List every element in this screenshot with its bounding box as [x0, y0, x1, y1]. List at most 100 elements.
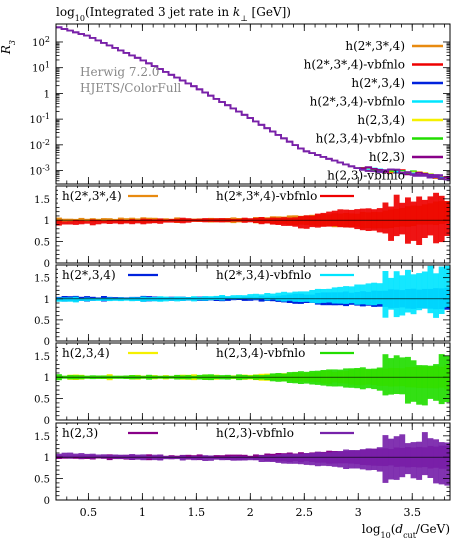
- y-tick-label: 1: [44, 216, 50, 227]
- ratio-band: [196, 456, 203, 460]
- ratio-band: [168, 456, 175, 460]
- ratio-band: [140, 296, 147, 302]
- y-tick-label: 0.5: [34, 395, 50, 406]
- ratio-band: [343, 286, 349, 304]
- ratio-band: [309, 215, 316, 228]
- ratio-band: [56, 297, 62, 302]
- x-tick-label: 2: [247, 506, 254, 519]
- y-tick-label: 1.5: [34, 195, 50, 206]
- ratio-band: [399, 202, 406, 235]
- ratio-band: [134, 297, 141, 301]
- ratio-band: [359, 449, 366, 470]
- legend-label: h(2*,3*,4)-vbfnlo: [216, 189, 317, 203]
- ratio-band: [264, 218, 271, 224]
- legend-bg: [58, 267, 168, 283]
- ratio-band: [399, 357, 406, 395]
- ratio-band: [89, 298, 96, 301]
- ratio-band: [286, 217, 293, 226]
- ratio-band: [253, 293, 259, 300]
- ratio-band: [399, 275, 406, 316]
- ratio-band: [61, 297, 68, 302]
- ratio-band: [258, 455, 265, 462]
- ratio-band: [286, 453, 293, 464]
- legend-label: h(2*,3*,4)-vbfnlo: [304, 58, 405, 72]
- legend-label: h(2*,3,4): [351, 76, 405, 90]
- y-tick-label: 0: [44, 496, 50, 507]
- ratio-band: [326, 452, 333, 467]
- ratio-band: [123, 220, 130, 224]
- ratio-band: [348, 286, 355, 304]
- ratio-panel-2: 1.5 1 0.5 0 h(2*,3,4) h(2*,3,4)-vbfnlo: [34, 264, 451, 348]
- ratio-band: [84, 297, 90, 302]
- ratio-band: [67, 297, 74, 302]
- legend-label: h(2,3,4): [62, 346, 110, 360]
- ratio-band: [179, 455, 186, 461]
- ratio-band: [309, 370, 316, 385]
- ratio-band: [67, 221, 74, 225]
- ratio-band: [298, 453, 304, 465]
- ratio-band: [365, 208, 372, 231]
- ratio-band: [303, 215, 310, 229]
- ratio-band: [298, 291, 304, 302]
- ratio-band: [388, 277, 394, 310]
- ratio-band: [78, 298, 85, 301]
- ratio-band: [348, 450, 355, 469]
- legend-label: h(2,3,4)-vbfnlo: [316, 132, 405, 146]
- ratio-band: [376, 367, 383, 391]
- ratio-band: [61, 452, 68, 458]
- ratio-band: [393, 271, 400, 318]
- ratio-band: [213, 295, 220, 300]
- ratio-band: [264, 293, 271, 301]
- ratio-band: [427, 265, 434, 314]
- ratio-band: [292, 291, 299, 302]
- ratio-band: [421, 271, 428, 309]
- ratio-band: [241, 456, 248, 461]
- ratio-band: [56, 453, 62, 457]
- ratio-band: [314, 213, 321, 228]
- ratio-band: [112, 297, 119, 301]
- ratio-band: [101, 297, 107, 301]
- ratio-band: [326, 369, 333, 387]
- ratio-band: [320, 370, 327, 386]
- y-tick-label: 0.5: [34, 238, 50, 249]
- ratio-band: [281, 453, 287, 464]
- ratio-band: [264, 455, 271, 462]
- ratio-band: [258, 294, 265, 300]
- ratio-band: [421, 365, 428, 406]
- ratio-band: [416, 441, 423, 480]
- ratio-band: [241, 295, 248, 299]
- ratio-band: [444, 355, 451, 403]
- ratio-band: [281, 217, 287, 226]
- ratio-band: [438, 442, 445, 485]
- ratio-band: [393, 355, 400, 394]
- y-tick-label: 0: [44, 337, 50, 348]
- legend-label: h(2,3)-vbfnlo: [216, 426, 294, 440]
- ratio-band: [371, 282, 378, 306]
- y-tick-label: 101: [32, 60, 50, 75]
- ratio-band: [416, 273, 423, 311]
- ratio-band: [95, 297, 102, 301]
- ratio-band: [359, 367, 366, 390]
- ratio-band: [309, 290, 316, 303]
- ratio-band: [146, 297, 152, 302]
- legend-label: h(2*,3*,4): [62, 189, 122, 203]
- ratio-band: [112, 220, 119, 224]
- ratio-band: [444, 265, 451, 308]
- ratio-band: [275, 217, 282, 225]
- ratio-band: [174, 218, 181, 223]
- ratio-band: [292, 454, 299, 464]
- legend-bg: [212, 188, 362, 204]
- ratio-band: [303, 291, 310, 302]
- ratio-band: [365, 368, 372, 389]
- ratio-band: [224, 456, 231, 461]
- y-tick-label: 1.5: [34, 352, 50, 363]
- ratio-band: [219, 295, 226, 301]
- ratio-band: [61, 221, 68, 225]
- y-tick-label: 0.5: [34, 475, 50, 486]
- ratio-band: [292, 371, 299, 384]
- ratio-band: [376, 447, 383, 472]
- ratio-band: [275, 292, 282, 301]
- ratio-band: [410, 442, 417, 479]
- ratio-band: [405, 443, 411, 475]
- y-tick-label: 102: [32, 34, 50, 49]
